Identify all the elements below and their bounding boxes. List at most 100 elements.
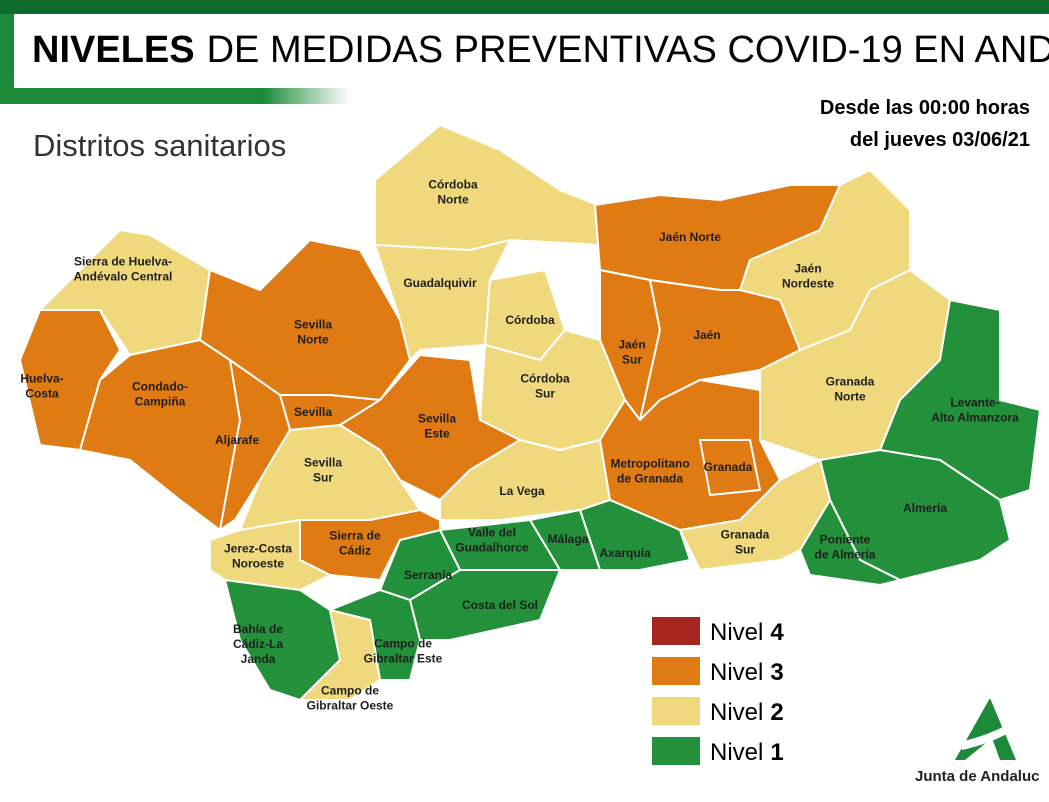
district-label: Sevilla <box>294 405 332 419</box>
district-label: Jaén Norte <box>659 230 721 244</box>
district-area <box>209 519 331 591</box>
label-line: Campo de <box>374 637 432 651</box>
label-line: de Granada <box>617 472 683 486</box>
district-label: Sevilla Sur <box>304 456 342 485</box>
label-line: Condado- <box>132 380 188 394</box>
label-line: Este <box>424 427 450 441</box>
label-line: Málaga <box>548 532 589 546</box>
district-label: Guadalquivir <box>403 276 477 290</box>
logo-text: Junta de Andaluc <box>915 768 1039 785</box>
district-label: Condado-Campiña <box>132 380 188 409</box>
label-line: Sierra de Huelva- <box>74 255 172 269</box>
district-label: Córdoba Sur <box>520 372 570 401</box>
district-label: Granada <box>704 460 753 474</box>
district-label: Málaga <box>548 532 589 546</box>
district-label: Poniente de Almería <box>815 533 876 562</box>
label-line: Sierra de <box>329 529 381 543</box>
label-line: Poniente <box>820 533 871 547</box>
label-line: Sevilla <box>294 405 332 419</box>
district-label: Levante-Alto Almanzora <box>931 396 1019 425</box>
legend-level: 3 <box>770 659 783 686</box>
district-label: Córdoba <box>505 313 555 327</box>
district-label: Jaén Sur <box>618 338 645 367</box>
legend-word: Nivel <box>710 739 763 766</box>
side-band <box>0 14 14 104</box>
label-line: Andévalo Central <box>74 270 173 284</box>
label-line: Córdoba <box>520 372 570 386</box>
legend-word: Nivel <box>710 619 763 646</box>
label-line: Norte <box>437 193 469 207</box>
label-line: Costa <box>25 387 59 401</box>
district-area <box>374 124 611 251</box>
legend-swatch <box>652 617 700 645</box>
bottom-band <box>0 88 350 104</box>
label-line: Valle del <box>468 526 516 540</box>
label-line: Granada <box>721 528 770 542</box>
label-line: Sevilla <box>418 412 456 426</box>
district-label: Sevilla Norte <box>294 318 332 347</box>
top-band <box>0 0 1049 14</box>
legend-level: 4 <box>770 619 784 646</box>
logo: Junta de Andaluc <box>915 698 1039 785</box>
legend-level: 1 <box>770 739 783 766</box>
label-line: Granada <box>704 460 753 474</box>
label-line: Córdoba <box>428 178 478 192</box>
district-label: Serranía <box>404 568 452 582</box>
label-line: Jaén <box>794 262 821 276</box>
label-line: Sur <box>535 387 555 401</box>
district-area <box>219 359 291 531</box>
legend-label: Nivel 3 <box>710 659 784 686</box>
label-line: Bahía de <box>233 622 283 636</box>
legend: Nivel 4 Nivel 3 Nivel 2 Nivel 1 <box>652 617 784 766</box>
district-label: Sierra de Huelva-Andévalo Central <box>74 255 173 284</box>
label-line: Janda <box>241 652 276 666</box>
title: NIVELES DE MEDIDAS PREVENTIVAS COVID-19 E… <box>32 28 1049 71</box>
legend-word: Nivel <box>710 699 763 726</box>
district-area <box>679 459 831 571</box>
label-line: Campo de <box>321 684 379 698</box>
district-label: Campo de Gibraltar Este <box>364 637 443 666</box>
legend-word: Nivel <box>710 659 763 686</box>
label-line: Granada <box>826 375 875 389</box>
label-line: Costa del Sol <box>462 598 538 612</box>
district-label: Bahía de Cádiz-La Janda <box>233 622 283 666</box>
label-line: Guadalhorce <box>455 541 529 555</box>
district-label: Córdoba Norte <box>428 178 478 207</box>
district-label: Metropolitano de Granada <box>610 457 689 486</box>
district-label: Valle del Guadalhorce <box>455 526 529 555</box>
label-line: Noroeste <box>232 557 284 571</box>
label-line: Sevilla <box>294 318 332 332</box>
label-line: Gibraltar Este <box>364 652 443 666</box>
title-bold: NIVELES <box>32 29 195 71</box>
district-area <box>19 309 121 451</box>
legend-label: Nivel 1 <box>710 739 784 766</box>
label-line: Gibraltar Oeste <box>307 699 394 713</box>
label-line: Sur <box>313 471 333 485</box>
district-label: Granada Sur <box>721 528 770 557</box>
date-line: Desde las 00:00 horas <box>820 97 1030 119</box>
label-line: Jaén Norte <box>659 230 721 244</box>
district-label: Granada Norte <box>826 375 875 404</box>
legend-level: 2 <box>770 699 783 726</box>
district-label: Jaén Nordeste <box>782 262 834 291</box>
legend-label: Nivel 4 <box>710 619 784 646</box>
label-line: Aljarafe <box>215 433 259 447</box>
district-label: Sierra de Cádiz <box>329 529 381 558</box>
legend-swatch <box>652 737 700 765</box>
label-line: Cádiz-La <box>233 637 283 651</box>
district-label: Huelva-Costa <box>20 372 63 401</box>
label-line: Huelva- <box>20 372 63 386</box>
district-area <box>299 609 381 701</box>
label-line: Almería <box>903 501 947 515</box>
label-line: Guadalquivir <box>403 276 477 290</box>
label-line: Nordeste <box>782 277 834 291</box>
label-line: Sur <box>622 353 642 367</box>
label-line: Norte <box>297 333 329 347</box>
label-line: Cádiz <box>339 544 371 558</box>
district-label: La Vega <box>499 484 545 498</box>
legend-label: Nivel 2 <box>710 699 784 726</box>
district-label: Jerez-Costa Noroeste <box>224 542 292 571</box>
